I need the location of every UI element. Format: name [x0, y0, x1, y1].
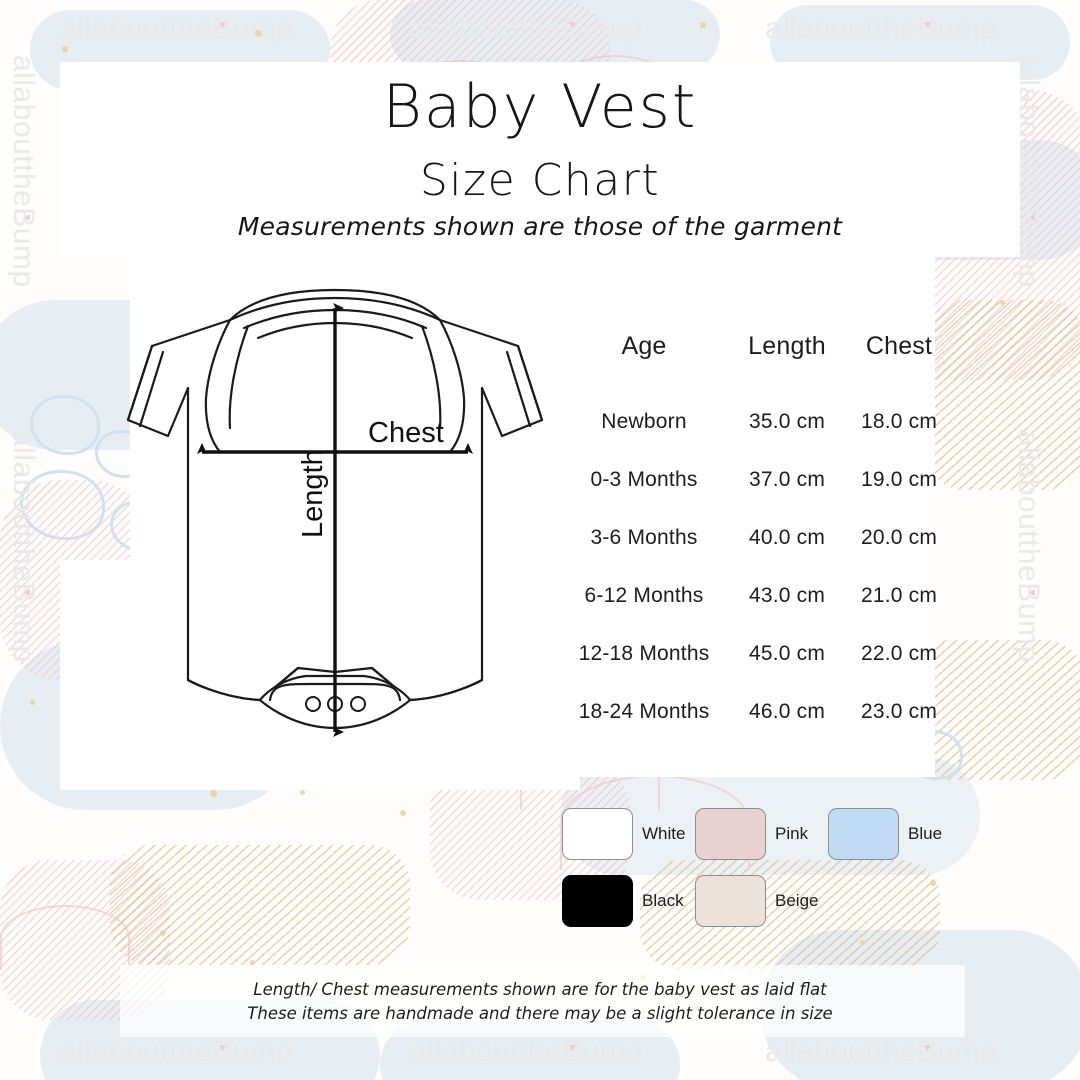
sleeve-seam-left	[204, 318, 232, 454]
watermark-right-lower: allabouttheB ♥ ump	[1012, 430, 1045, 663]
baby-vest-diagram: Chest Length	[126, 288, 544, 737]
page-title: Baby Vest	[382, 72, 698, 142]
table-row: 0-3 Months 37.0 cm 19.0 cm	[560, 451, 952, 509]
swatch-box-black	[562, 875, 633, 927]
watermark-b-heart: B ♥	[212, 12, 233, 45]
cell-age: 3-6 Months	[590, 526, 698, 549]
footer-notes: Length/ Chest measurements shown are for…	[0, 978, 1080, 1026]
heart-icon: ♥	[21, 589, 33, 597]
cuff-left-outer	[126, 344, 154, 422]
swatch-beige: Beige	[695, 875, 828, 927]
content-panel-top	[60, 62, 1020, 257]
table-row: 6-12 Months 43.0 cm 21.0 cm	[560, 567, 952, 625]
heart-icon: ♥	[924, 19, 932, 31]
chest-arrow-label: Chest	[368, 417, 444, 449]
swatch-label-beige: Beige	[775, 891, 819, 910]
heart-icon: ♥	[219, 19, 227, 31]
content-panel-footer	[120, 965, 965, 1037]
column-header-length: Length	[748, 332, 826, 360]
watermark-bottom-left: allabouttheB ♥ ump	[60, 1035, 293, 1068]
watermark-bottom-right: allabouttheB ♥ ump	[765, 1035, 998, 1068]
watermark-left-lower: allabouttheB ♥ ump	[7, 430, 40, 663]
swatch-box-blue	[828, 808, 899, 860]
cell-chest: 18.0 cm	[860, 410, 938, 433]
page-subtitle: Size Chart	[419, 155, 661, 206]
heart-icon: ♥	[569, 1042, 577, 1054]
table-row: Newborn 35.0 cm 18.0 cm	[560, 393, 952, 451]
cell-chest: 19.0 cm	[860, 468, 938, 491]
swatch-row-1: White Pink Blue	[562, 808, 962, 860]
table-row: 3-6 Months 40.0 cm 20.0 cm	[560, 509, 952, 567]
cell-length: 46.0 cm	[748, 700, 826, 723]
yoke-right	[420, 324, 442, 430]
cell-length: 37.0 cm	[748, 468, 826, 491]
colour-swatch-legend: White Pink Blue Black Beige	[562, 808, 962, 942]
swatch-label-white: White	[642, 824, 686, 843]
table-row: 12-18 Months 45.0 cm 22.0 cm	[560, 625, 952, 683]
heart-icon: ♥	[924, 1042, 932, 1054]
cell-chest: 21.0 cm	[860, 584, 938, 607]
cell-chest: 23.0 cm	[860, 700, 938, 723]
cuff-right-inner	[505, 350, 532, 428]
swatch-label-pink: Pink	[775, 824, 809, 843]
footer-line-2: These items are handmade and there may b…	[247, 1004, 833, 1023]
swatch-label-black: Black	[642, 891, 684, 910]
cell-chest: 20.0 cm	[860, 526, 938, 549]
measurement-note: Measurements shown are those of the garm…	[237, 212, 843, 241]
column-header-chest: Chest	[865, 332, 933, 360]
cell-age: 18-24 Months	[578, 700, 710, 723]
heart-icon: ♥	[569, 19, 577, 31]
cell-age: Newborn	[601, 410, 687, 433]
swatch-pink: Pink	[695, 808, 828, 860]
size-table: Age Length Chest Newborn 35.0 cm 18.0 cm…	[560, 332, 952, 741]
cell-length: 40.0 cm	[748, 526, 826, 549]
cell-age: 6-12 Months	[584, 584, 704, 607]
cuff-right-outer	[516, 344, 544, 422]
column-header-age: Age	[621, 332, 667, 360]
watermark-top-center: allabouttheB ♥ ump	[410, 12, 643, 45]
cell-length: 45.0 cm	[748, 642, 826, 665]
swatch-label-blue: Blue	[908, 824, 943, 843]
heart-icon: ♥	[1026, 589, 1038, 597]
swatch-blue: Blue	[828, 808, 961, 860]
swatch-box-beige	[695, 875, 766, 927]
watermark-top-right: allabouttheB ♥ ump	[765, 12, 998, 45]
swatch-box-white	[562, 808, 633, 860]
yoke-left	[228, 324, 250, 430]
snap-button-1	[305, 696, 321, 712]
watermark-bottom-center: allabouttheB ♥ ump	[410, 1035, 643, 1068]
cell-age: 0-3 Months	[590, 468, 698, 491]
swatch-row-2: Black Beige	[562, 875, 962, 927]
table-row: 18-24 Months 46.0 cm 23.0 cm	[560, 683, 952, 741]
cell-age: 12-18 Months	[578, 642, 710, 665]
swatch-box-pink	[695, 808, 766, 860]
collar-outer	[228, 296, 442, 322]
watermark-top-left: allabouttheB ♥ ump	[60, 12, 293, 45]
sleeve-seam-right	[438, 318, 466, 454]
cell-chest: 22.0 cm	[860, 642, 938, 665]
cell-length: 43.0 cm	[748, 584, 826, 607]
snap-button-3	[350, 696, 366, 712]
cuff-left-inner	[138, 350, 165, 428]
swatch-white: White	[562, 808, 695, 860]
length-arrow-label: Length	[297, 449, 329, 538]
swatch-black: Black	[562, 875, 695, 927]
table-header-row: Age Length Chest	[560, 332, 952, 393]
cell-length: 35.0 cm	[748, 410, 826, 433]
heart-icon: ♥	[219, 1042, 227, 1054]
footer-line-1: Length/ Chest measurements shown are for…	[253, 980, 827, 999]
